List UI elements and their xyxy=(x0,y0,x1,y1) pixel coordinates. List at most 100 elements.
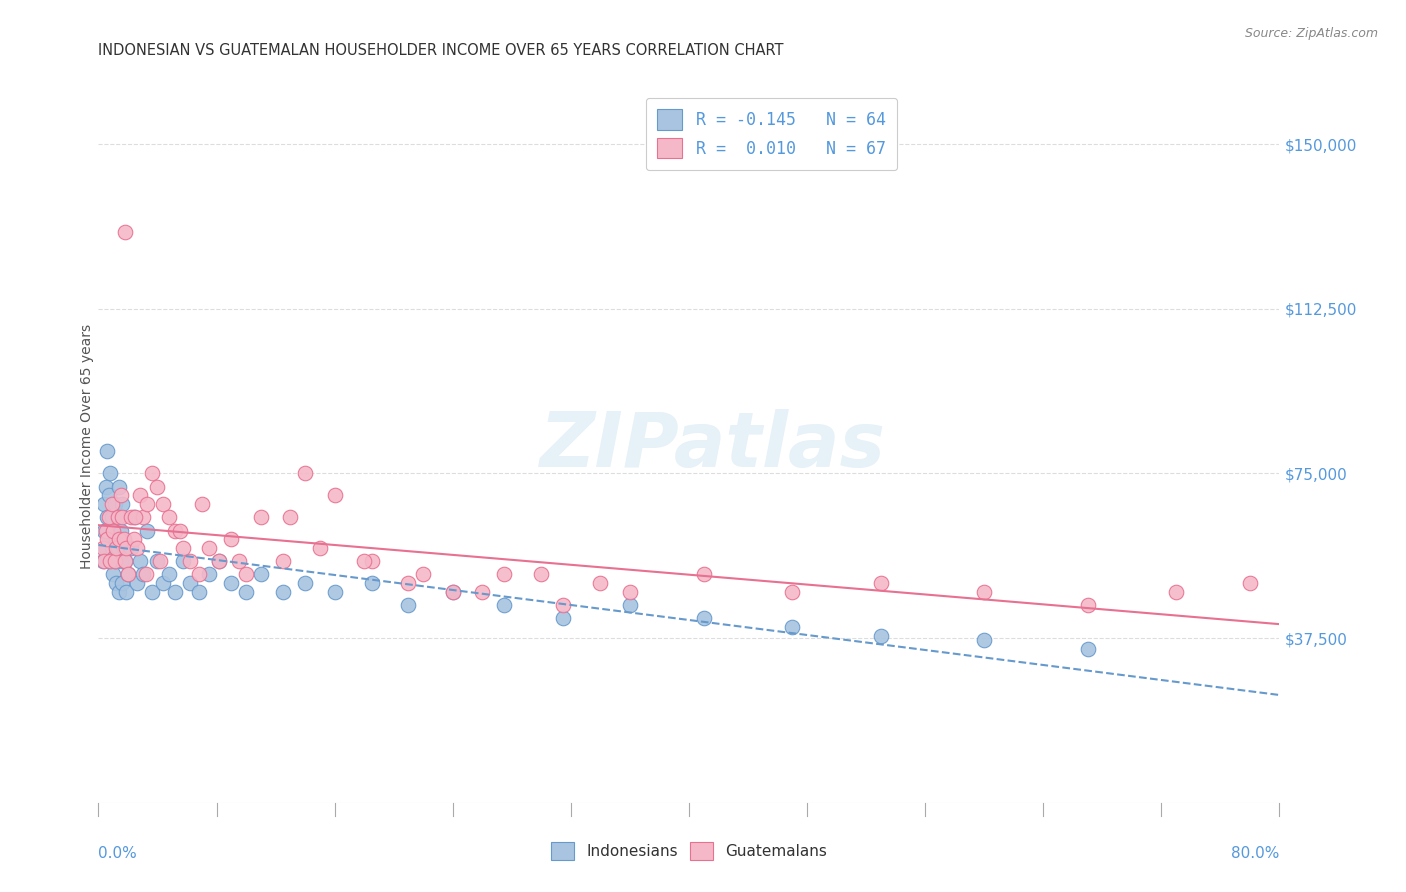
Point xyxy=(191,497,214,511)
Point xyxy=(782,585,804,599)
Point xyxy=(1077,642,1099,657)
Point xyxy=(589,576,612,591)
Point xyxy=(141,467,163,481)
Point xyxy=(94,480,117,494)
Point xyxy=(108,533,131,547)
Text: INDONESIAN VS GUATEMALAN HOUSEHOLDER INCOME OVER 65 YEARS CORRELATION CHART: INDONESIAN VS GUATEMALAN HOUSEHOLDER INC… xyxy=(98,43,785,58)
Point xyxy=(96,533,118,547)
Point xyxy=(104,554,127,568)
Point xyxy=(111,497,134,511)
Point xyxy=(441,585,464,599)
Point xyxy=(97,510,120,524)
Point xyxy=(157,567,180,582)
Point xyxy=(169,524,191,538)
Point xyxy=(110,488,132,502)
Point xyxy=(125,576,148,591)
Point xyxy=(309,541,332,555)
Point xyxy=(117,567,139,582)
Point xyxy=(103,524,125,538)
Point xyxy=(412,567,434,582)
Point xyxy=(1239,576,1261,591)
Point xyxy=(219,576,242,591)
Point xyxy=(250,567,273,582)
Point xyxy=(93,497,115,511)
Point xyxy=(149,554,172,568)
Point xyxy=(271,554,294,568)
Point xyxy=(294,467,316,481)
Point xyxy=(323,585,346,599)
Point xyxy=(136,524,159,538)
Point xyxy=(152,576,174,591)
Point xyxy=(125,541,148,555)
Point xyxy=(187,567,209,582)
Point xyxy=(114,554,136,568)
Text: 80.0%: 80.0% xyxy=(1232,846,1279,861)
Point xyxy=(553,598,575,612)
Point xyxy=(100,497,122,511)
Point xyxy=(141,585,163,599)
Point xyxy=(179,576,201,591)
Point xyxy=(98,554,121,568)
Text: ZIPatlas: ZIPatlas xyxy=(540,409,886,483)
Point xyxy=(100,510,122,524)
Point xyxy=(294,576,316,591)
Point xyxy=(124,510,146,524)
Point xyxy=(120,541,142,555)
Point xyxy=(96,444,118,458)
Point xyxy=(105,533,128,547)
Point xyxy=(91,554,114,568)
Point xyxy=(693,567,716,582)
Point xyxy=(782,620,804,634)
Legend: Indonesians, Guatemalans: Indonesians, Guatemalans xyxy=(546,836,832,866)
Point xyxy=(693,611,716,625)
Point xyxy=(114,554,136,568)
Point xyxy=(165,585,187,599)
Point xyxy=(104,497,127,511)
Point xyxy=(146,554,169,568)
Point xyxy=(93,524,115,538)
Point xyxy=(105,541,128,555)
Point xyxy=(107,510,129,524)
Point xyxy=(187,585,209,599)
Point xyxy=(973,585,995,599)
Point xyxy=(93,554,115,568)
Point xyxy=(157,510,180,524)
Point xyxy=(122,510,145,524)
Point xyxy=(360,576,382,591)
Point xyxy=(208,554,231,568)
Point xyxy=(98,467,121,481)
Point xyxy=(91,541,114,555)
Point xyxy=(198,567,221,582)
Point xyxy=(96,510,118,524)
Point xyxy=(172,541,194,555)
Point xyxy=(94,524,117,538)
Point xyxy=(97,488,120,502)
Point xyxy=(105,576,128,591)
Point xyxy=(112,541,135,555)
Point xyxy=(165,524,187,538)
Point xyxy=(135,567,157,582)
Point xyxy=(208,554,231,568)
Point xyxy=(1164,585,1187,599)
Point xyxy=(111,576,134,591)
Point xyxy=(117,567,139,582)
Point xyxy=(115,585,138,599)
Point xyxy=(103,524,125,538)
Point xyxy=(103,567,125,582)
Point xyxy=(353,554,375,568)
Point xyxy=(179,554,201,568)
Point xyxy=(132,510,155,524)
Point xyxy=(553,611,575,625)
Point xyxy=(111,510,134,524)
Point xyxy=(112,533,135,547)
Point xyxy=(115,541,138,555)
Point xyxy=(120,510,142,524)
Point xyxy=(869,576,891,591)
Point xyxy=(278,510,302,524)
Point xyxy=(1077,598,1099,612)
Text: 0.0%: 0.0% xyxy=(98,846,138,861)
Point xyxy=(323,488,346,502)
Point xyxy=(122,533,145,547)
Point xyxy=(132,567,155,582)
Point xyxy=(360,554,382,568)
